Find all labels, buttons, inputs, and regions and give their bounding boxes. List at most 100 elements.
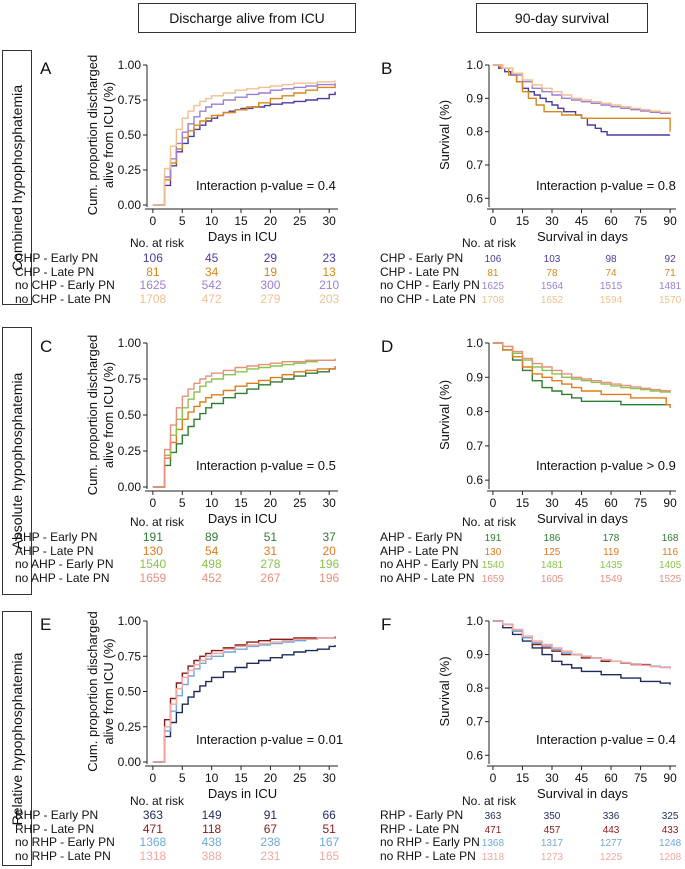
panel-e-x-axis-label: Days in ICU bbox=[208, 786, 277, 801]
panel-a-x-axis-label: Days in ICU bbox=[208, 229, 277, 244]
panel-d-risk-value: 1405 bbox=[659, 560, 682, 571]
panel-d-xtick-label: 15 bbox=[516, 496, 530, 510]
panel-d-risk-value: 1549 bbox=[600, 574, 623, 585]
panel-b-series-3-line bbox=[492, 64, 671, 114]
panel-f-ytick-label: 0.7 bbox=[466, 715, 483, 729]
panel-f-ytick-label: 0.6 bbox=[466, 748, 483, 762]
panel-e-xtick-label: 0 bbox=[150, 771, 157, 785]
panel-e-ytick-label: 0.75 bbox=[118, 649, 142, 663]
panel-a-interaction-annotation: Interaction p-value = 0.4 bbox=[196, 178, 336, 193]
panel-c-x-axis-label: Days in ICU bbox=[208, 511, 277, 526]
panel-c-risk-value: 196 bbox=[319, 557, 339, 571]
panel-f-xtick-label: 75 bbox=[634, 771, 648, 785]
panel-f-xtick-label: 45 bbox=[575, 771, 589, 785]
panel-e-risk-value: 149 bbox=[202, 808, 222, 822]
panel-d-series-2-line bbox=[492, 342, 671, 393]
panel-e-ytick-label: 0.50 bbox=[118, 685, 142, 699]
panel-f-interaction-annotation: Interaction p-value = 0.4 bbox=[536, 732, 676, 747]
panel-f-risk-label-2: no RHP - Early PN bbox=[380, 835, 480, 849]
panel-b-letter: B bbox=[381, 59, 392, 78]
panel-d-letter: D bbox=[381, 337, 393, 356]
panel-f-risk-value: 1208 bbox=[659, 852, 682, 863]
panel-f-x-axis-label: Survival in days bbox=[537, 786, 629, 801]
panel-b-risk-value: 71 bbox=[665, 268, 677, 279]
panel-d-risk-label-3: no AHP - Late PN bbox=[380, 571, 475, 585]
panel-f-ytick-label: 0.9 bbox=[466, 648, 483, 662]
panel-f-risk-value: 1277 bbox=[600, 838, 623, 849]
panel-a-risk-value: 81 bbox=[146, 265, 160, 279]
panel-a-risk-label-2: no CHP - Early PN bbox=[15, 278, 115, 292]
panel-d-risk-label-2: no AHP - Early PN bbox=[380, 557, 478, 571]
panel-b-xtick-label: 60 bbox=[604, 214, 618, 228]
panel-a-risk-value: 23 bbox=[323, 251, 337, 265]
panel-b-xtick-label: 0 bbox=[490, 214, 497, 228]
panel-e-letter: E bbox=[40, 615, 51, 634]
panel-c-y-axis-label-line2: alive from ICU (%) bbox=[101, 362, 116, 468]
panel-d-x-axis-label: Survival in days bbox=[537, 511, 629, 526]
panel-e-risk-value: 438 bbox=[202, 835, 222, 849]
panel-f-risk-value: 336 bbox=[603, 811, 620, 822]
panel-f-risk-label-3: no RHP - Late PN bbox=[380, 849, 476, 863]
panel-d-risk-value: 1540 bbox=[482, 560, 505, 571]
panel-b-ytick-label: 0.6 bbox=[466, 191, 483, 205]
panel-c-ytick-label: 0.50 bbox=[118, 408, 142, 422]
panel-d-ytick-label: 0.8 bbox=[466, 405, 483, 419]
panel-d-interaction-annotation: Interaction p-value > 0.9 bbox=[536, 458, 676, 473]
panel-a-risk-value: 1625 bbox=[140, 278, 167, 292]
panel-c-xtick-label: 30 bbox=[323, 496, 337, 510]
panel-e-risk-value: 167 bbox=[319, 835, 339, 849]
panel-b-risk-value: 78 bbox=[546, 268, 558, 279]
panel-a-risk-value: 29 bbox=[264, 251, 278, 265]
panel-d-series-3-line bbox=[492, 342, 671, 392]
panel-e-risk-value: 471 bbox=[143, 822, 163, 836]
panel-e-risk-table-title: No. at risk bbox=[130, 794, 185, 808]
panel-a-letter: A bbox=[40, 59, 52, 78]
panel-e-ytick-label: 0.25 bbox=[118, 720, 142, 734]
panel-c-risk-value: 51 bbox=[264, 530, 278, 544]
panel-b-ytick-label: 1.0 bbox=[466, 58, 483, 72]
panel-a-ytick-label: 0.75 bbox=[118, 93, 142, 107]
panel-d-ytick-label: 0.9 bbox=[466, 370, 483, 384]
panel-d-xtick-label: 75 bbox=[634, 496, 648, 510]
panel-e-risk-value: 51 bbox=[323, 822, 337, 836]
panel-c-series-3-line bbox=[152, 358, 336, 488]
panel-b-ytick-label: 0.9 bbox=[466, 91, 483, 105]
panel-b-xtick-label: 30 bbox=[545, 214, 559, 228]
panel-c-risk-value: 267 bbox=[260, 571, 280, 585]
panel-d-risk-value: 130 bbox=[485, 547, 502, 558]
panel-e-series-3-line bbox=[152, 637, 336, 763]
column-header-survival: 90-day survival bbox=[476, 3, 648, 33]
panel-b-series-2-line bbox=[492, 64, 671, 115]
panel-b-risk-value: 92 bbox=[665, 254, 677, 265]
panel-d-risk-value: 168 bbox=[662, 533, 679, 544]
panel-a-risk-label-3: no CHP - Late PN bbox=[15, 292, 111, 306]
panel-d-risk-value: 1605 bbox=[541, 574, 564, 585]
panel-b-risk-value: 1594 bbox=[600, 295, 623, 306]
panel-b-risk-value: 103 bbox=[544, 254, 561, 265]
panel-a-series-1-line bbox=[152, 84, 336, 206]
panel-d-risk-value: 178 bbox=[603, 533, 620, 544]
panel-a-risk-value: 13 bbox=[323, 265, 337, 279]
panel-f-series-3-line bbox=[492, 620, 671, 669]
panel-c-risk-value: 31 bbox=[264, 544, 278, 558]
panel-b-risk-value: 1625 bbox=[482, 281, 505, 292]
panel-f-xtick-label: 0 bbox=[490, 771, 497, 785]
panel-b-risk-label-3: no CHP - Late PN bbox=[380, 292, 476, 306]
panel-f-series-2-line bbox=[492, 620, 671, 668]
panel-a-risk-value: 45 bbox=[205, 251, 219, 265]
panel-a-risk-value: 34 bbox=[205, 265, 219, 279]
panel-c-ytick-label: 0.75 bbox=[118, 372, 142, 386]
panel-e-risk-value: 388 bbox=[202, 849, 222, 863]
panel-d-ytick-label: 1.0 bbox=[466, 336, 483, 350]
panel-b-xtick-label: 90 bbox=[663, 214, 677, 228]
panel-b-risk-value: 1481 bbox=[659, 281, 682, 292]
panel-d-ytick-label: 0.6 bbox=[466, 473, 483, 487]
row-header-relative: Relative hypophosphatemia bbox=[2, 611, 32, 866]
panel-c-risk-value: 191 bbox=[143, 530, 163, 544]
panel-a-ytick-label: 0.50 bbox=[118, 128, 142, 142]
panel-b-xtick-label: 45 bbox=[575, 214, 589, 228]
panel-a-risk-label-1: CHP - Late PN bbox=[15, 265, 94, 279]
panel-e-series-2-line bbox=[152, 637, 336, 763]
panel-d-y-axis-label: Survival (%) bbox=[437, 380, 452, 450]
